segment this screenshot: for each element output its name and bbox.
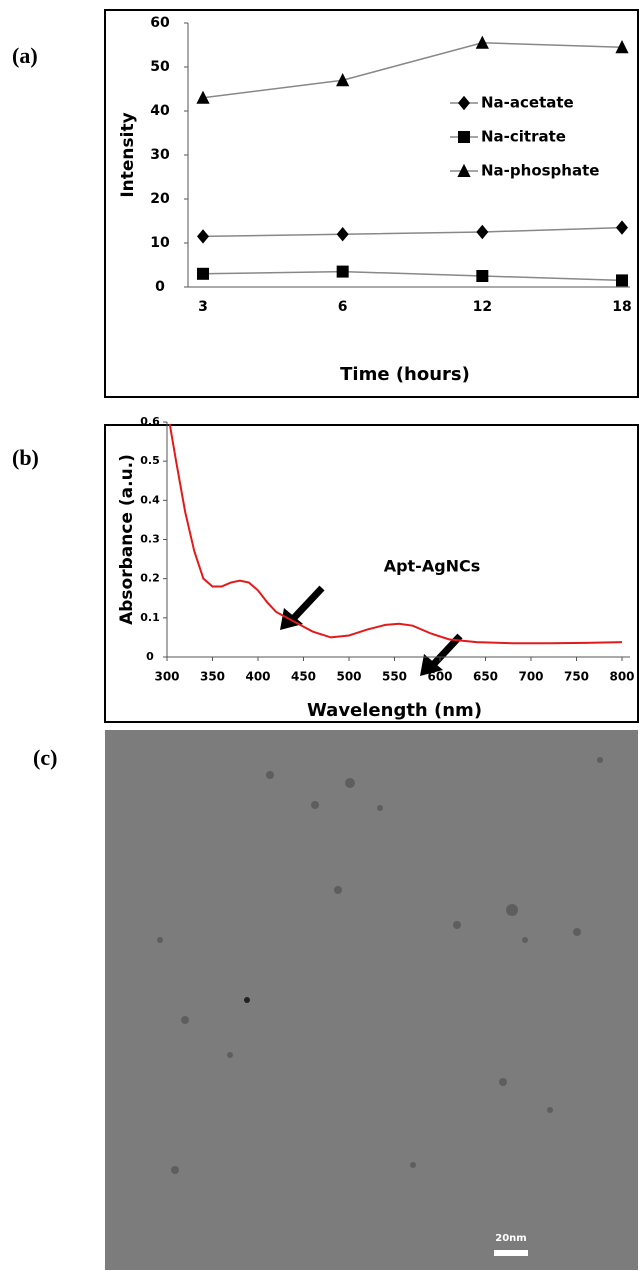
series-line <box>202 270 623 282</box>
data-point <box>616 220 628 235</box>
x-axis-label: Wavelength (nm) <box>307 700 482 721</box>
x-tick-label: 350 <box>200 670 225 684</box>
x-tick-label: 12 <box>473 299 492 315</box>
x-tick-label: 800 <box>609 670 634 684</box>
x-tick-label: 3 <box>198 299 208 315</box>
y-tick-label: 0.5 <box>140 454 160 467</box>
panel-label: (a) <box>12 43 38 68</box>
frame-b <box>104 424 639 723</box>
x-tick-label: 650 <box>473 670 498 684</box>
arrows <box>280 585 463 676</box>
x-axis-label: Time (hours) <box>340 364 470 385</box>
panel-label: (b) <box>12 445 39 470</box>
x-tick-label: 300 <box>154 670 179 684</box>
legend-marker <box>457 163 471 177</box>
x-tick-label: 550 <box>382 670 407 684</box>
series-line <box>202 42 623 99</box>
x-tick-label: 600 <box>427 670 452 684</box>
y-tick-label: 0.4 <box>140 493 160 506</box>
legend-marker <box>458 131 470 143</box>
y-tick-label: 10 <box>150 235 170 251</box>
y-tick-label: 30 <box>150 147 170 163</box>
data-point <box>196 90 210 104</box>
x-tick-label: 450 <box>291 670 316 684</box>
data-point <box>336 265 349 278</box>
series-line <box>202 226 623 238</box>
legend-label: Na-citrate <box>481 128 566 146</box>
x-tick-label: 18 <box>612 299 631 315</box>
legend-label: Na-phosphate <box>481 162 599 180</box>
scale-bar-label: 20nm <box>495 1233 526 1244</box>
data-point <box>616 274 628 287</box>
y-tick-label: 60 <box>150 15 170 31</box>
y-tick-label: 0.1 <box>140 611 160 624</box>
y-tick-label: 0.3 <box>140 533 160 546</box>
y-axis-label: Absorbance (a.u.) <box>117 454 137 625</box>
x-tick-label: 500 <box>336 670 361 684</box>
legend-marker <box>458 95 470 111</box>
data-point <box>615 40 629 54</box>
x-tick-label: 6 <box>338 299 348 315</box>
data-point <box>197 229 209 244</box>
data-point <box>197 267 209 280</box>
y-axis-label: Intensity <box>118 112 138 197</box>
data-point <box>336 227 349 242</box>
y-tick-label: 0.6 <box>140 415 160 428</box>
data-point <box>475 35 489 49</box>
y-tick-label: 0 <box>146 650 154 663</box>
legend-label: Na-acetate <box>481 94 574 112</box>
y-tick-label: 0 <box>155 279 165 295</box>
y-tick-label: 40 <box>150 103 170 119</box>
y-tick-label: 20 <box>150 191 170 207</box>
panel-label: (c) <box>33 745 57 770</box>
x-tick-label: 700 <box>518 670 543 684</box>
y-tick-label: 50 <box>150 59 170 75</box>
x-tick-label: 400 <box>245 670 270 684</box>
annotation: Apt-AgNCs <box>384 557 481 576</box>
data-point <box>336 73 350 87</box>
y-tick-label: 0.2 <box>140 572 160 585</box>
frame-a <box>104 9 639 398</box>
x-tick-label: 750 <box>564 670 589 684</box>
data-point <box>476 270 489 282</box>
data-point <box>476 224 489 240</box>
spectrum-line <box>168 423 623 645</box>
micrograph: 20nm <box>105 730 638 1270</box>
